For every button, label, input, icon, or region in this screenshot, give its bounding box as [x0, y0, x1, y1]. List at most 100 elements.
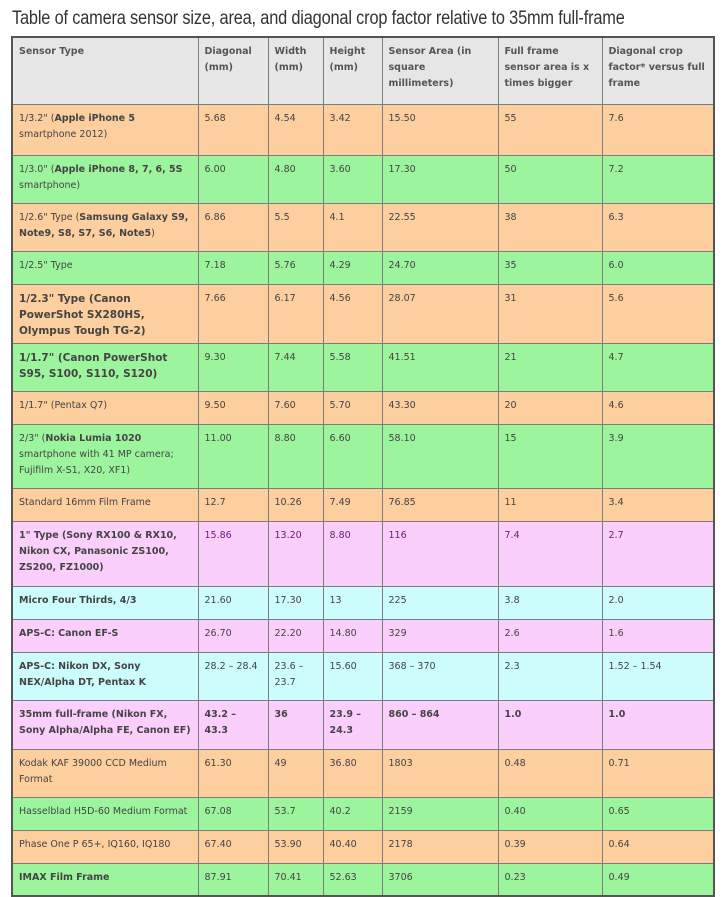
cell-height: 52.63 — [322, 863, 383, 896]
cell-sensor-type: IMAX Film Frame — [11, 863, 199, 896]
cell-diagonal: 9.30 — [197, 343, 269, 392]
cell-diagonal: 7.66 — [197, 284, 269, 344]
cell-crop-factor: 6.0 — [601, 251, 715, 285]
cell-height: 4.56 — [322, 284, 383, 344]
cell-area: 24.70 — [381, 251, 499, 285]
cell-width: 4.80 — [267, 155, 324, 204]
cell-times-bigger: 1.0 — [497, 700, 603, 750]
table-row: APS-C: Nikon DX, Sony NEX/Alpha DT, Pent… — [11, 652, 715, 701]
cell-width: 8.80 — [267, 424, 324, 489]
cell-crop-factor: 4.7 — [601, 343, 715, 392]
cell-area: 225 — [381, 586, 499, 620]
table-body: 1/3.2" (Apple iPhone 5 smartphone 2012) … — [11, 104, 715, 896]
cell-height: 4.29 — [322, 251, 383, 285]
table-row: 1/1.7" (Pentax Q7) 9.50 7.60 5.70 43.30 … — [11, 391, 715, 425]
cell-times-bigger: 20 — [497, 391, 603, 425]
table-row: 1/3.2" (Apple iPhone 5 smartphone 2012) … — [11, 104, 715, 156]
page-title: Table of camera sensor size, area, and d… — [12, 8, 625, 29]
cell-times-bigger: 0.23 — [497, 863, 603, 896]
cell-height: 40.2 — [322, 797, 383, 831]
table-row: 1/2.6" Type (Samsung Galaxy S9, Note9, S… — [11, 203, 715, 252]
cell-area: 329 — [381, 619, 499, 653]
cell-width: 53.90 — [267, 830, 324, 864]
cell-width: 23.6 – 23.7 — [267, 652, 324, 701]
cell-crop-factor: 1.0 — [601, 700, 715, 750]
cell-crop-factor: 2.0 — [601, 586, 715, 620]
cell-diagonal: 26.70 — [197, 619, 269, 653]
cell-area: 15.50 — [381, 104, 499, 156]
cell-crop-factor: 3.9 — [601, 424, 715, 489]
table-row: Hasselblad H5D-60 Medium Format 67.08 53… — [11, 797, 715, 831]
table-row: Phase One P 65+, IQ160, IQ180 67.40 53.9… — [11, 830, 715, 864]
table-row: 35mm full-frame (Nikon FX, Sony Alpha/Al… — [11, 700, 715, 750]
cell-times-bigger: 0.48 — [497, 749, 603, 798]
cell-diagonal: 7.18 — [197, 251, 269, 285]
cell-area: 2159 — [381, 797, 499, 831]
cell-diagonal: 11.00 — [197, 424, 269, 489]
cell-area: 28.07 — [381, 284, 499, 344]
cell-area: 22.55 — [381, 203, 499, 252]
cell-width: 6.17 — [267, 284, 324, 344]
cell-height: 14.80 — [322, 619, 383, 653]
cell-height: 15.60 — [322, 652, 383, 701]
cell-height: 4.1 — [322, 203, 383, 252]
cell-area: 3706 — [381, 863, 499, 896]
cell-crop-factor: 2.7 — [601, 521, 715, 587]
cell-sensor-type: Standard 16mm Film Frame — [11, 488, 199, 522]
cell-sensor-type: Hasselblad H5D-60 Medium Format — [11, 797, 199, 831]
cell-times-bigger: 7.4 — [497, 521, 603, 587]
cell-width: 22.20 — [267, 619, 324, 653]
cell-crop-factor: 0.64 — [601, 830, 715, 864]
cell-times-bigger: 2.6 — [497, 619, 603, 653]
table-row: 1/3.0" (Apple iPhone 8, 7, 6, 5S smartph… — [11, 155, 715, 204]
cell-height: 13 — [322, 586, 383, 620]
table-row: Standard 16mm Film Frame 12.7 10.26 7.49… — [11, 488, 715, 522]
cell-diagonal: 9.50 — [197, 391, 269, 425]
cell-crop-factor: 1.6 — [601, 619, 715, 653]
cell-height: 23.9 – 24.3 — [322, 700, 383, 750]
cell-width: 13.20 — [267, 521, 324, 587]
cell-diagonal: 15.86 — [197, 521, 269, 587]
cell-height: 3.60 — [322, 155, 383, 204]
cell-height: 5.58 — [322, 343, 383, 392]
cell-times-bigger: 55 — [497, 104, 603, 156]
header-diagonal: Diagonal (mm) — [197, 36, 269, 105]
cell-times-bigger: 31 — [497, 284, 603, 344]
cell-times-bigger: 38 — [497, 203, 603, 252]
cell-area: 76.85 — [381, 488, 499, 522]
cell-diagonal: 43.2 – 43.3 — [197, 700, 269, 750]
cell-width: 17.30 — [267, 586, 324, 620]
cell-diagonal: 87.91 — [197, 863, 269, 896]
cell-area: 116 — [381, 521, 499, 587]
cell-crop-factor: 6.3 — [601, 203, 715, 252]
table-row: Micro Four Thirds, 4/3 21.60 17.30 13 22… — [11, 586, 715, 620]
cell-sensor-type: 1/2.5" Type — [11, 251, 199, 285]
cell-diagonal: 28.2 – 28.4 — [197, 652, 269, 701]
cell-diagonal: 67.08 — [197, 797, 269, 831]
header-row: Sensor Type Diagonal (mm) Width (mm) Hei… — [11, 36, 715, 105]
cell-diagonal: 5.68 — [197, 104, 269, 156]
cell-sensor-type: 1/2.6" Type (Samsung Galaxy S9, Note9, S… — [11, 203, 199, 252]
header-width: Width (mm) — [267, 36, 324, 105]
cell-times-bigger: 15 — [497, 424, 603, 489]
cell-times-bigger: 0.40 — [497, 797, 603, 831]
cell-height: 36.80 — [322, 749, 383, 798]
cell-width: 7.44 — [267, 343, 324, 392]
cell-sensor-type: 1" Type (Sony RX100 & RX10, Nikon CX, Pa… — [11, 521, 199, 587]
cell-crop-factor: 7.2 — [601, 155, 715, 204]
header-height: Height (mm) — [322, 36, 383, 105]
cell-crop-factor: 0.65 — [601, 797, 715, 831]
cell-sensor-type: 2/3" (Nokia Lumia 1020 smartphone with 4… — [11, 424, 199, 489]
cell-width: 5.5 — [267, 203, 324, 252]
cell-width: 53.7 — [267, 797, 324, 831]
cell-area: 1803 — [381, 749, 499, 798]
header-sensor-area: Sensor Area (in square millimeters) — [381, 36, 499, 105]
cell-sensor-type: 1/1.7" (Canon PowerShot S95, S100, S110,… — [11, 343, 199, 392]
cell-sensor-type: Kodak KAF 39000 CCD Medium Format — [11, 749, 199, 798]
cell-times-bigger: 0.39 — [497, 830, 603, 864]
cell-crop-factor: 0.71 — [601, 749, 715, 798]
header-times-bigger: Full frame sensor area is x times bigger — [497, 36, 603, 105]
header-sensor-type: Sensor Type — [11, 36, 199, 105]
cell-crop-factor: 7.6 — [601, 104, 715, 156]
